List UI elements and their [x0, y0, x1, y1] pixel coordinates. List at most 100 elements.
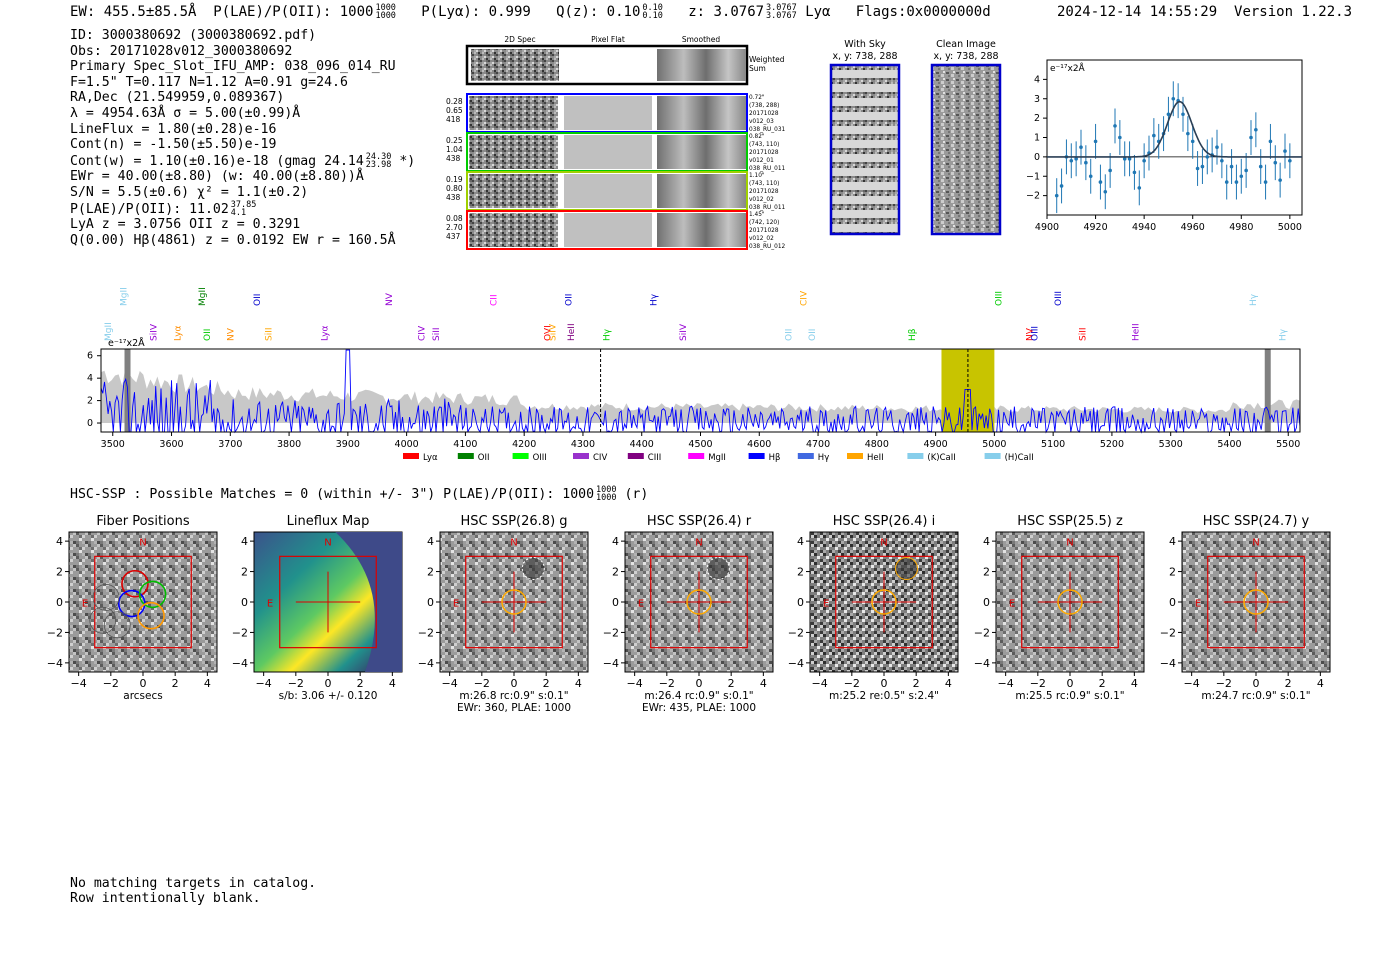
row-fiber-info: 0.82" — [749, 134, 765, 140]
zoom-data-point — [1288, 158, 1292, 163]
source-aperture — [1057, 589, 1083, 615]
info-obs: Obs: 20171028v012_3000380692 — [70, 43, 293, 59]
north-marker: N — [1252, 538, 1259, 549]
spectrum-line-label: OII — [808, 329, 818, 341]
spectrum-line-label: OII — [253, 294, 263, 306]
info-ewr: EWr = 40.00(±8.80) (w: 40.00(±8.80))Å — [70, 169, 364, 185]
header-qz: Q(z): 0.10 — [556, 4, 641, 20]
aperture-box — [465, 555, 563, 649]
row-fiber-info: 038_RU_031 — [749, 127, 786, 133]
zoom-marks: 4900 4920 4940 4960 4980 5000 −2 −1 0 1 2 3 4 — [1026, 74, 1302, 232]
spectrum-line-label: SiIV — [149, 323, 159, 341]
header-datetime: 2024-12-14 14:55:29 — [1057, 4, 1218, 20]
row-weight-3: 438 — [446, 154, 461, 163]
spectrum-line-label: OIII — [1030, 326, 1040, 341]
legend-swatch — [984, 453, 1001, 459]
zoom-y-tick-label: 3 — [1034, 94, 1040, 105]
neighbor-object — [895, 557, 919, 581]
zoom-data-point — [1249, 135, 1253, 140]
row-fiber-info: 038_RU_011 — [749, 166, 786, 172]
panel-y-tick-label: 0 — [612, 596, 619, 609]
fiber-circle — [121, 569, 149, 598]
panel-x-tick-label: 2 — [357, 677, 364, 690]
row-weight-3: 418 — [446, 115, 461, 124]
row-weight-1: 0.19 — [446, 175, 463, 184]
cutout-smoothed — [657, 135, 746, 169]
row-fiber-info: 20171028 — [749, 150, 779, 156]
row-weight-1: 0.28 — [446, 97, 463, 106]
row-fiber-info: 038_RU_011 — [749, 205, 786, 211]
panel-x-tick-label: −2 — [659, 677, 675, 690]
spectrum-x-tick-label: 3500 — [101, 439, 125, 450]
zoom-data-point — [1103, 189, 1108, 194]
legend-label: HeII — [867, 453, 884, 463]
cutout-pixel-flat — [564, 213, 652, 247]
zoom-gaussian-fit — [1047, 100, 1302, 158]
header-qz-hi: 0.10 — [642, 3, 663, 13]
spectrum-x-tick-label: 3900 — [336, 439, 360, 450]
spectrum-line-label: Hγ — [602, 328, 612, 341]
row-fiber-info: 0.72" — [749, 95, 765, 101]
panel-y-tick-label: 2 — [612, 566, 619, 579]
clean-image-xy: x, y: 738, 288 — [933, 51, 998, 62]
zoom-line-chart: e⁻¹⁷x2Å 4900 4920 4940 4960 4980 5000 −2 −1 0 1 2 3… — [1026, 59, 1303, 232]
zoom-y-tick-label: 4 — [1034, 74, 1040, 85]
spectrum-x-tick-label: 4900 — [924, 439, 948, 450]
spectrum-line-label: MgII — [104, 322, 114, 341]
panel-y-tick-label: −2 — [232, 626, 248, 639]
row-weight-1: 0.25 — [446, 136, 463, 145]
cutout-2d-spec — [469, 174, 558, 208]
panel-title: Lineflux Map — [287, 514, 370, 529]
spectrum-line-label: OVI — [544, 325, 554, 341]
cutout-pixel-flat — [564, 96, 652, 130]
info-contw: Cont(w) = 1.10(±0.16)e-18 (gmag 24.14 24.… — [70, 151, 416, 170]
zoom-data-point — [1258, 164, 1263, 169]
zoom-data-point — [1278, 178, 1282, 182]
spectrum-line-label: Lyα — [173, 325, 183, 341]
row-fiber-info: (742, 120) — [749, 220, 779, 226]
panel-x-tick-label: −4 — [256, 677, 272, 690]
panel-y-tick-label: 2 — [1169, 566, 1176, 579]
info-radec: RA,Dec (21.549959,0.089367) — [70, 90, 285, 106]
panel-y-tick-label: −2 — [603, 626, 619, 639]
spectrum-line — [100, 349, 1301, 434]
neighbor-object — [521, 557, 545, 581]
aperture-box — [279, 555, 377, 649]
zoom-data-point — [1220, 158, 1224, 163]
legend-swatch — [797, 453, 814, 459]
panel-x-tick-label: 0 — [325, 677, 332, 690]
panel-x-tick-label: −4 — [812, 677, 828, 690]
weighted-label: Weighted — [749, 55, 785, 64]
clean-image-title: Clean Image — [936, 39, 996, 50]
panel-x-tick-label: 4 — [204, 677, 211, 690]
spectrum-x-tick-label: 5100 — [1041, 439, 1065, 450]
zoom-data-point — [1224, 180, 1229, 184]
cutout-pixel-flat — [564, 135, 652, 169]
with-sky-title: With Sky — [844, 39, 886, 50]
panel-y-tick-label: −4 — [603, 657, 619, 670]
panel-y-tick-label: 4 — [797, 535, 804, 548]
panel-y-tick-label: 0 — [56, 596, 63, 609]
legend-swatch — [907, 453, 924, 459]
spectrum-x-tick-label: 5400 — [1217, 439, 1241, 450]
zoom-data-point — [1181, 112, 1185, 117]
legend-label: MgII — [708, 453, 726, 463]
aperture-box — [650, 555, 748, 649]
legend-label: Hγ — [818, 453, 829, 463]
info-lya-z: LyA z = 3.0756 OII z = 0.3291 — [70, 217, 301, 233]
cutout-smoothed — [657, 213, 746, 247]
zoom-data-point — [1084, 160, 1088, 165]
panel-y-tick-label: 4 — [612, 535, 619, 548]
header-plae-hi: 1000 — [375, 3, 396, 13]
weighted-2d-cutout — [471, 49, 559, 81]
spectrum-line-label: MgII — [119, 287, 129, 306]
info-f: F=1.5" T=0.117 N=1.12 A=0.91 g=24.6 — [70, 74, 348, 90]
panel-y-tick-label: 4 — [241, 535, 248, 548]
panel-y-tick-label: −4 — [974, 657, 990, 670]
footer-line-2: Row intentionally blank. — [70, 891, 261, 906]
panel-y-tick-label: −2 — [788, 626, 804, 639]
panel-x-tick-label: 4 — [389, 677, 396, 690]
north-marker: N — [324, 538, 331, 549]
legend-swatch — [688, 453, 705, 459]
